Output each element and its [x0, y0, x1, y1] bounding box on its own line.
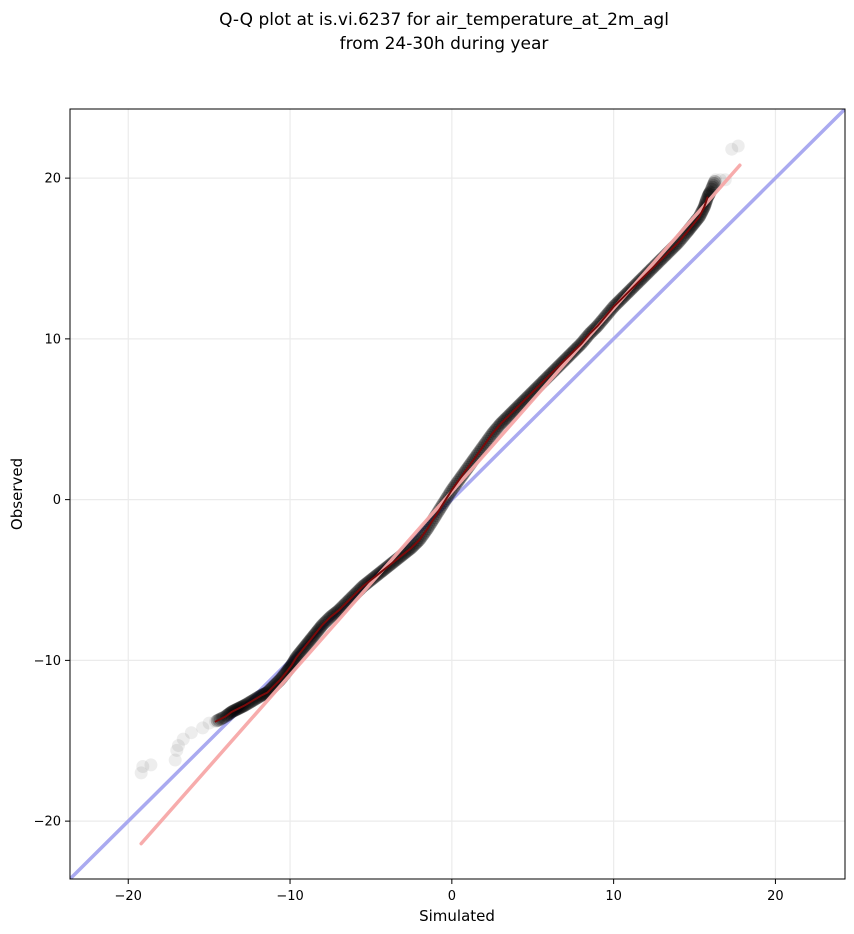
x-tick-label: −10: [276, 889, 303, 904]
identity-line: [70, 109, 845, 879]
y-axis-label: Observed: [8, 458, 26, 530]
quantile-point: [707, 176, 721, 190]
quantile-point: [176, 732, 190, 746]
y-tick-label: 20: [44, 172, 61, 187]
quantile-point: [202, 716, 216, 730]
quantile-point: [144, 758, 158, 772]
quantile-points: [134, 139, 745, 780]
quantile-point: [709, 173, 723, 187]
quantile-point: [196, 721, 210, 735]
x-tick-label: −20: [115, 889, 142, 904]
y-tick-label: −10: [34, 654, 61, 669]
y-tick-label: 10: [44, 332, 61, 347]
x-tick-label: 20: [767, 889, 784, 904]
plot-frame: [69, 108, 846, 880]
quantile-point: [171, 739, 185, 753]
quantile-point: [134, 766, 148, 780]
x-axis-label: Simulated: [419, 907, 495, 925]
chart-title-line-2: from 24-30h during year: [340, 34, 549, 54]
quantile-point: [168, 753, 182, 767]
y-axis-ticks: −20 −10 0 10 20: [34, 172, 70, 830]
quantile-point: [170, 743, 184, 757]
x-axis-ticks: −20 −10 0 10 20: [115, 879, 784, 904]
y-tick-label: 0: [53, 493, 61, 508]
y-tick-label: −20: [34, 815, 61, 830]
x-tick-label: 10: [605, 889, 622, 904]
quantile-point: [731, 139, 745, 153]
fit-line: [139, 163, 742, 846]
grid-lines: [70, 109, 845, 879]
quantile-point: [136, 759, 150, 773]
quantile-point: [708, 175, 722, 189]
x-tick-label: 0: [448, 889, 456, 904]
chart-title-line-1: Q-Q plot at is.vi.6237 for air_temperatu…: [219, 10, 669, 30]
quantile-point: [184, 726, 198, 740]
fit-line-overlap: [214, 196, 709, 723]
quantile-point: [725, 142, 739, 156]
quantile-point: [706, 178, 720, 192]
